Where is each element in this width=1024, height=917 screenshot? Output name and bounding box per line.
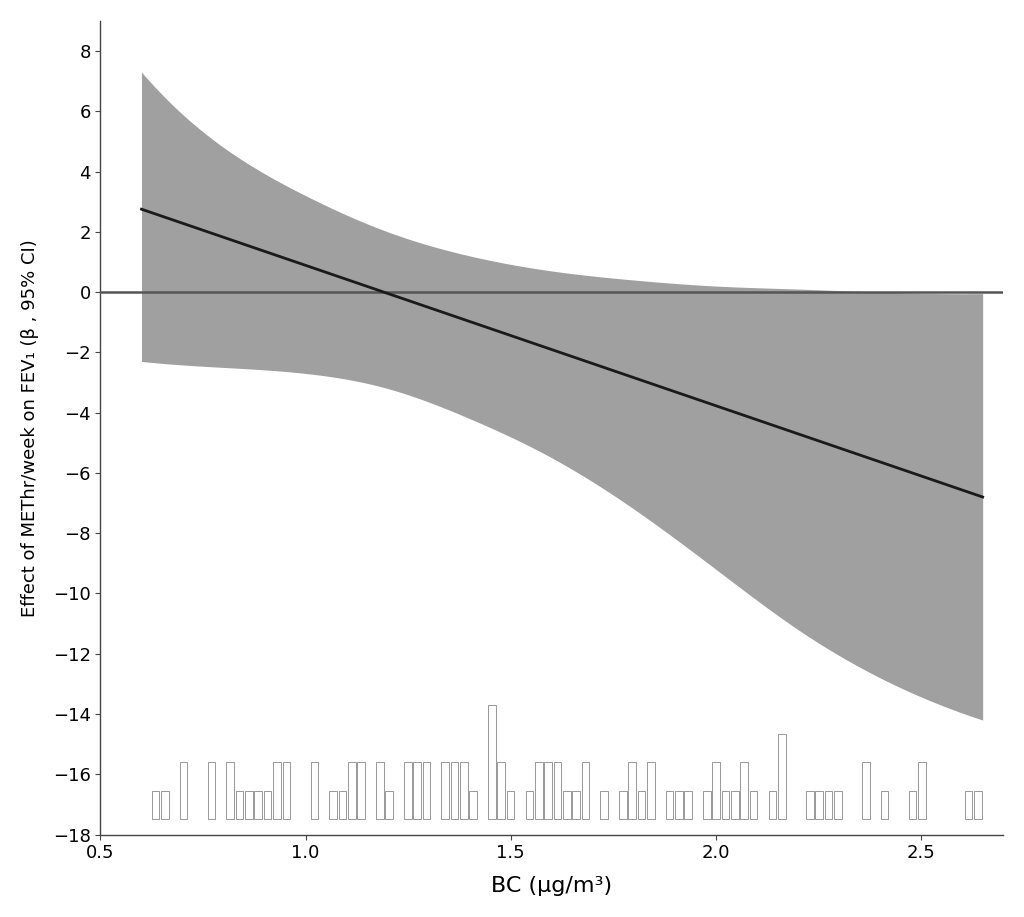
- Bar: [208, 762, 215, 820]
- Bar: [330, 790, 337, 820]
- Bar: [404, 762, 412, 820]
- Bar: [423, 762, 430, 820]
- Bar: [684, 790, 692, 820]
- Y-axis label: Effect of METhr/week on FEV₁ (β , 95% CI): Effect of METhr/week on FEV₁ (β , 95% CI…: [20, 238, 39, 616]
- Bar: [273, 762, 281, 820]
- Bar: [554, 762, 561, 820]
- Bar: [236, 790, 244, 820]
- Bar: [908, 790, 916, 820]
- Bar: [572, 790, 580, 820]
- Bar: [152, 790, 160, 820]
- Bar: [414, 762, 421, 820]
- Bar: [750, 790, 758, 820]
- Bar: [713, 762, 720, 820]
- Bar: [255, 790, 262, 820]
- Bar: [629, 762, 636, 820]
- Bar: [834, 790, 842, 820]
- Bar: [498, 762, 505, 820]
- Bar: [525, 790, 534, 820]
- Bar: [179, 762, 187, 820]
- Bar: [582, 762, 589, 820]
- Bar: [974, 790, 982, 820]
- Bar: [769, 790, 776, 820]
- Bar: [965, 790, 973, 820]
- Bar: [675, 790, 683, 820]
- Bar: [488, 705, 496, 820]
- Bar: [881, 790, 889, 820]
- Bar: [245, 790, 253, 820]
- Bar: [544, 762, 552, 820]
- Bar: [348, 762, 355, 820]
- Bar: [563, 790, 570, 820]
- Bar: [161, 790, 169, 820]
- Bar: [451, 762, 459, 820]
- Bar: [862, 762, 869, 820]
- Bar: [824, 790, 833, 820]
- X-axis label: BC (μg/m³): BC (μg/m³): [492, 876, 612, 896]
- Bar: [806, 790, 814, 820]
- Bar: [385, 790, 393, 820]
- Bar: [460, 762, 468, 820]
- Bar: [722, 790, 729, 820]
- Bar: [815, 790, 823, 820]
- Bar: [535, 762, 543, 820]
- Bar: [666, 790, 674, 820]
- Bar: [919, 762, 926, 820]
- Bar: [638, 790, 645, 820]
- Bar: [357, 762, 365, 820]
- Bar: [618, 790, 627, 820]
- Bar: [600, 790, 608, 820]
- Bar: [731, 790, 738, 820]
- Bar: [647, 762, 654, 820]
- Bar: [376, 762, 384, 820]
- Bar: [778, 734, 785, 820]
- Bar: [441, 762, 450, 820]
- Bar: [264, 790, 271, 820]
- Bar: [740, 762, 749, 820]
- Bar: [469, 790, 477, 820]
- Bar: [226, 762, 234, 820]
- Bar: [339, 790, 346, 820]
- Bar: [310, 762, 318, 820]
- Bar: [507, 790, 514, 820]
- Bar: [703, 790, 711, 820]
- Bar: [283, 762, 290, 820]
